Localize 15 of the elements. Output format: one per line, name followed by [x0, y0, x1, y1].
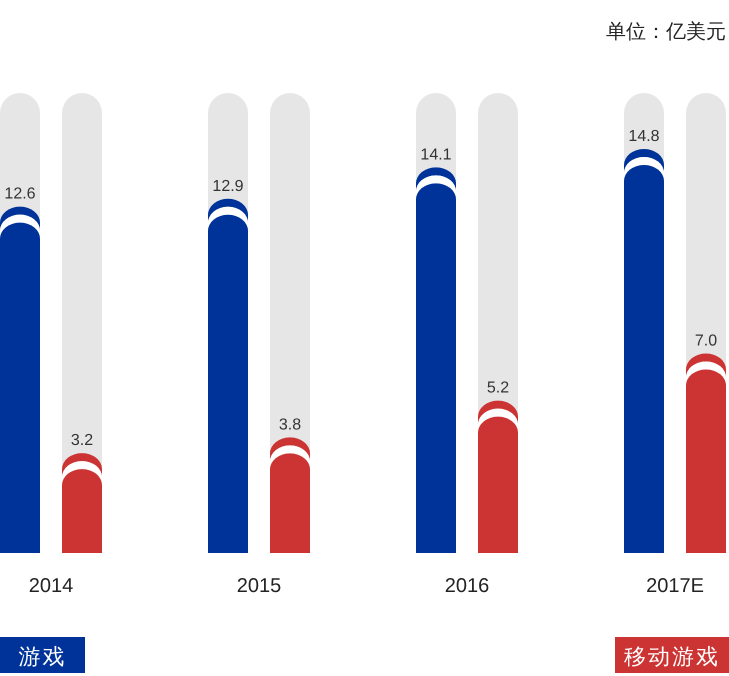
- data-label: 5.2: [486, 380, 510, 397]
- x-tick-label: 2015: [236, 575, 282, 597]
- data-label: 3.8: [278, 416, 302, 434]
- data-label: 7.0: [694, 332, 718, 350]
- data-label: 14.1: [420, 146, 452, 164]
- text: 移动游戏: [624, 644, 720, 669]
- x-tick-label: 2016: [444, 575, 490, 597]
- data-label: 14.8: [628, 128, 660, 145]
- data-label: 12.6: [4, 186, 36, 203]
- data-label: 3.2: [70, 432, 94, 450]
- x-tick-label: 2014: [28, 575, 74, 597]
- text: 单位：亿美元: [606, 20, 726, 43]
- text: 游戏: [18, 644, 66, 669]
- data-label: 12.9: [212, 178, 244, 195]
- x-tick-label: 2017E: [646, 575, 704, 597]
